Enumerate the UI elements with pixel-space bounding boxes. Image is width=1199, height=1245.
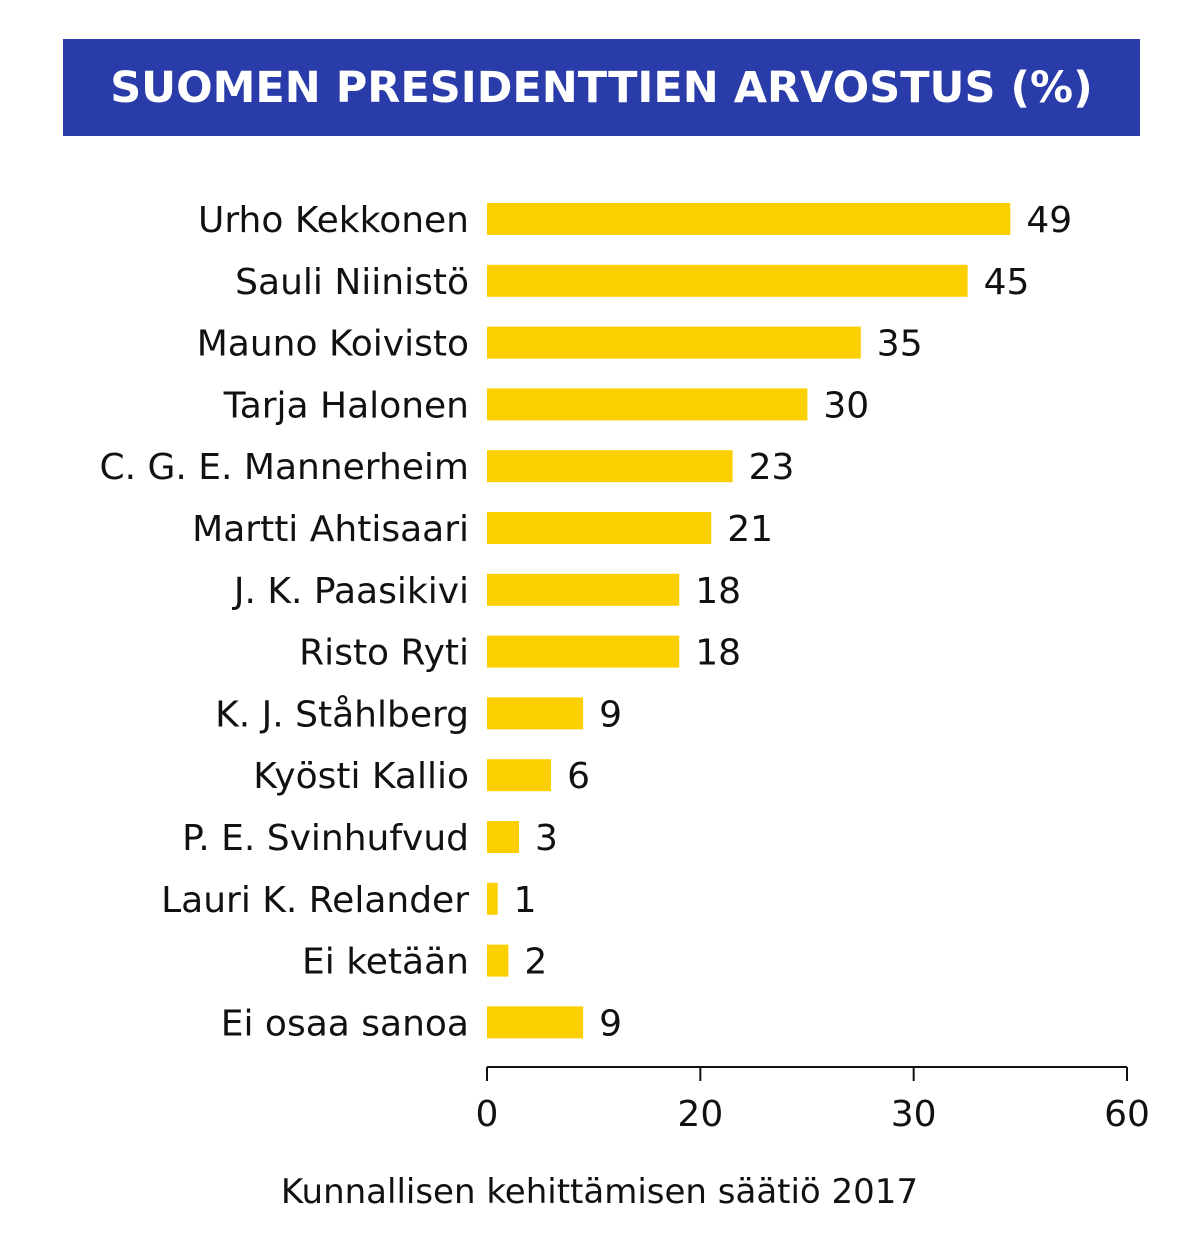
bar: [487, 264, 968, 297]
value-label: 23: [749, 447, 795, 488]
bar: [487, 326, 861, 359]
bar: [487, 1006, 584, 1039]
category-label: J. K. Paasikivi: [232, 571, 469, 612]
bar: [487, 944, 509, 977]
value-label: 30: [823, 385, 869, 426]
bar: [487, 882, 498, 915]
x-tick-label: 30: [891, 1094, 937, 1135]
value-label: 3: [535, 818, 558, 859]
value-label: 2: [524, 942, 547, 983]
category-label: Lauri K. Relander: [161, 880, 469, 921]
bar: [487, 635, 680, 668]
value-label: 9: [599, 694, 622, 735]
value-label: 18: [695, 633, 741, 674]
x-tick-label: 60: [1104, 1094, 1150, 1135]
bar: [487, 450, 733, 483]
bar: [487, 573, 680, 606]
value-label: 1: [514, 880, 537, 921]
x-tick-label: 20: [677, 1094, 723, 1135]
category-label: Ei osaa sanoa: [221, 1003, 469, 1044]
category-label: Sauli Niinistö: [235, 262, 469, 303]
bar-chart: Urho Kekkonen 49 Sauli Niinistö 45 Mauno Koi…: [99, 200, 1150, 1135]
bar: [487, 697, 584, 730]
category-label: K. J. Ståhlberg: [215, 694, 469, 735]
value-label: 6: [567, 756, 590, 797]
value-label: 21: [727, 509, 773, 550]
category-label: Urho Kekkonen: [198, 200, 469, 241]
bar: [487, 512, 712, 544]
title-banner: SUOMEN PRESIDENTTIEN ARVOSTUS (%): [63, 39, 1140, 136]
category-label: Kyösti Kallio: [253, 756, 469, 797]
bar: [487, 203, 1011, 235]
category-label: C. G. E. Mannerheim: [99, 447, 469, 488]
category-label: Ei ketään: [302, 942, 469, 983]
chart-title: SUOMEN PRESIDENTTIEN ARVOSTUS (%): [110, 62, 1093, 113]
source-note: Kunnallisen kehittämisen säätiö 2017: [280, 1172, 919, 1212]
category-label: Tarja Halonen: [223, 385, 469, 426]
value-label: 18: [695, 571, 741, 612]
bar: [487, 388, 808, 421]
value-label: 49: [1026, 200, 1072, 241]
value-label: 45: [984, 262, 1030, 303]
x-tick-label: 0: [476, 1094, 499, 1135]
category-label: Mauno Koivisto: [197, 324, 469, 365]
bar: [487, 821, 520, 853]
bar: [487, 759, 552, 792]
category-label: P. E. Svinhufvud: [182, 818, 469, 859]
category-label: Risto Ryti: [299, 633, 469, 674]
category-label: Martti Ahtisaari: [192, 509, 469, 550]
value-label: 9: [599, 1003, 622, 1044]
value-label: 35: [877, 324, 923, 365]
